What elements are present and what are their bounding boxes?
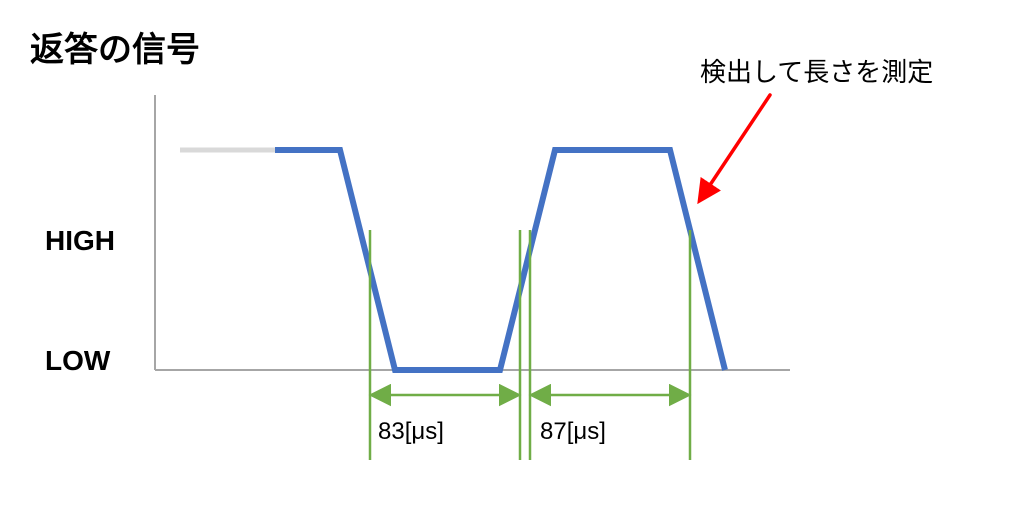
signal-waveform [275, 150, 725, 370]
annotation-arrow [700, 95, 770, 200]
chart-canvas: 返答の信号 HIGH LOW 検出して長さを測定 83[μs] 87[μs] [0, 0, 1024, 530]
plot-svg [0, 0, 1024, 530]
